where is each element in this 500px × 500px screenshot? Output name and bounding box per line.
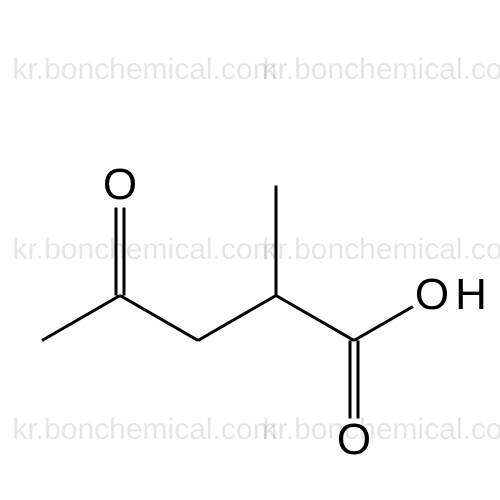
bond-line	[275, 185, 278, 295]
molecule-diagram: OOOHkr.bonchemical.comkr.bonchemical.com…	[0, 0, 500, 500]
watermark-text: kr.bonchemical.com	[262, 53, 500, 87]
bond-line	[197, 294, 276, 342]
bond-line	[123, 207, 126, 295]
bond-line	[115, 207, 118, 295]
bond-line	[349, 340, 352, 418]
bond-line	[41, 294, 120, 342]
bond-line	[357, 340, 360, 418]
bond-line	[119, 294, 198, 342]
watermark-text: kr.bonchemical.com	[12, 53, 277, 87]
watermark-text: kr.bonchemical.com	[262, 413, 500, 447]
atom-label-O5h: O	[415, 270, 449, 320]
bond-line	[275, 294, 354, 342]
watermark-text: kr.bonchemical.com	[12, 233, 277, 267]
bond-line	[353, 305, 413, 342]
atom-label-O2: O	[103, 160, 137, 210]
atom-label-O5d: O	[337, 415, 371, 465]
watermark-text: kr.bonchemical.com	[12, 413, 277, 447]
watermark-text: kr.bonchemical.com	[262, 233, 500, 267]
atom-label-H: H	[455, 270, 487, 320]
